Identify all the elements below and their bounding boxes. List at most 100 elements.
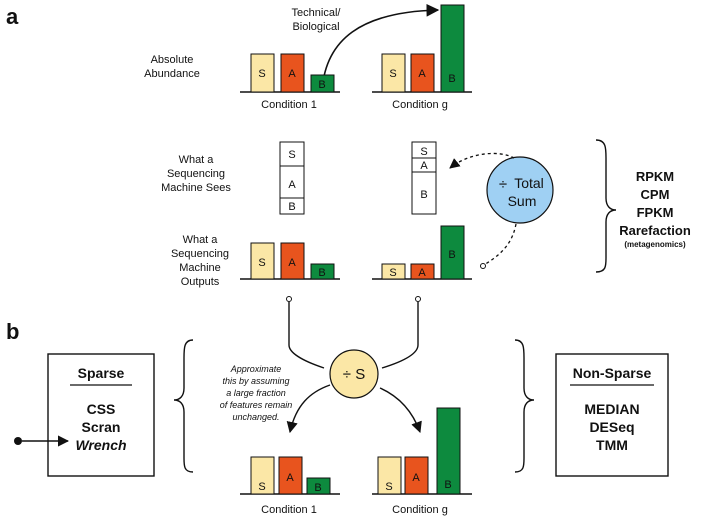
total-sum-line1: Total (514, 175, 544, 191)
bar-out-c1-S (250, 242, 275, 280)
bar-norm-cg-S (377, 456, 402, 495)
note-line-3: a large fraction (226, 388, 286, 398)
bar-norm-c1-S (250, 456, 275, 495)
bar-norm-cg-A (404, 456, 429, 495)
nonsparse-item-tmm: TMM (596, 437, 628, 453)
bar-abs-cg-S (381, 53, 406, 93)
absolute-label-2: Abundance (144, 68, 200, 80)
outputs-label-2: Sequencing (171, 248, 229, 260)
bar-letter: S (389, 68, 396, 80)
note-line-2: this by assuming (222, 376, 289, 386)
dashed-arrow-to-stack (449, 152, 515, 169)
bar-norm-cg-B (436, 407, 461, 495)
bar-abs-c1-S (250, 53, 275, 93)
bar-abs-cg-A (410, 53, 435, 93)
sees-label-2: Sequencing (167, 168, 225, 180)
panel-b-letter: b (6, 319, 19, 344)
note-line-1: Approximate (230, 364, 282, 374)
bar-out-c1-A (280, 242, 305, 280)
bar-letter: B (314, 482, 321, 494)
right-brace (514, 339, 535, 473)
seen-stack-c1 (279, 141, 305, 215)
flow-arrow-c1-out (286, 384, 331, 434)
absolute-label-1: Absolute (151, 54, 194, 66)
stack-letter: S (288, 149, 295, 161)
bar-out-cg-S (381, 263, 406, 280)
outputs-label-3: Machine (179, 262, 221, 274)
sparse-box (47, 353, 155, 477)
stack-letter: A (288, 179, 296, 191)
bar-letter: A (288, 68, 296, 80)
flow-line-c1-in (288, 302, 325, 369)
bar-norm-c1-B (306, 477, 331, 495)
bar-letter: B (318, 79, 325, 91)
sparse-item-scran: Scran (82, 419, 121, 435)
bar-out-cg-B (440, 225, 465, 280)
note-line-4: of features remain (220, 400, 293, 410)
condition-g-label-b: Condition g (392, 504, 448, 516)
bar-letter: S (389, 267, 396, 279)
bar-out-cg-A (410, 263, 435, 280)
total-sum-circle (486, 156, 554, 224)
condition-g-label: Condition g (392, 99, 448, 111)
method-rarefaction: Rarefaction (619, 223, 691, 238)
sparse-title: Sparse (78, 365, 125, 381)
outputs-label-1: What a (183, 234, 219, 246)
bar-letter: A (418, 267, 426, 279)
method-fpkm: FPKM (637, 205, 674, 220)
note-line-5: unchanged. (232, 412, 279, 422)
connector-dot (480, 263, 486, 269)
sees-label-3: Machine Sees (161, 182, 231, 194)
panel-a-letter: a (6, 4, 19, 29)
condition-1-label: Condition 1 (261, 99, 317, 111)
technical-biological-arrow (321, 3, 440, 91)
methods-brace (595, 139, 617, 273)
method-rpkm: RPKM (636, 169, 674, 184)
bar-letter: B (318, 267, 325, 279)
arrow-label-line1: Technical/ (292, 7, 342, 19)
bar-letter: B (448, 73, 455, 85)
dashed-line-from-output (483, 223, 517, 266)
bar-letter: S (258, 68, 265, 80)
bar-letter: A (288, 257, 296, 269)
wrench-pointer-dot (14, 437, 22, 445)
flow-arrow-cg-out (379, 387, 422, 434)
bar-letter: A (412, 472, 420, 484)
sparse-item-css: CSS (87, 401, 116, 417)
nonsparse-item-deseq: DESeq (589, 419, 634, 435)
nonsparse-title: Non-Sparse (573, 365, 652, 381)
bar-letter: S (385, 481, 392, 493)
stack-letter: B (420, 189, 427, 201)
connector-dot (415, 296, 421, 302)
bar-letter: B (448, 249, 455, 261)
methods-note: (metagenomics) (624, 240, 686, 249)
bar-letter: S (258, 257, 265, 269)
bar-norm-c1-A (278, 456, 303, 495)
bar-letter: A (418, 68, 426, 80)
nonsparse-item-median: MEDIAN (584, 401, 639, 417)
stack-letter: B (288, 201, 295, 213)
left-brace (173, 339, 194, 473)
bar-abs-c1-B (310, 74, 335, 93)
method-cpm: CPM (641, 187, 670, 202)
sees-label-1: What a (179, 154, 215, 166)
arrow-label-line2: Biological (292, 21, 339, 33)
stack-letter: S (420, 146, 427, 158)
seen-stack-cg (411, 141, 437, 215)
bar-abs-cg-B (440, 4, 465, 93)
sparse-item-wrench: Wrench (75, 437, 126, 453)
bar-letter: A (286, 472, 294, 484)
connector-dot (286, 296, 292, 302)
nonsparse-box (555, 353, 669, 477)
divide-s-label: ÷ S (343, 366, 365, 383)
flow-line-cg-in (381, 302, 419, 369)
bar-out-c1-B (310, 263, 335, 280)
stack-letter: A (420, 160, 428, 172)
condition-1-label-b: Condition 1 (261, 504, 317, 516)
divide-s-circle (329, 349, 379, 399)
outputs-label-4: Outputs (181, 276, 220, 288)
bar-letter: S (258, 481, 265, 493)
bar-letter: B (444, 479, 451, 491)
